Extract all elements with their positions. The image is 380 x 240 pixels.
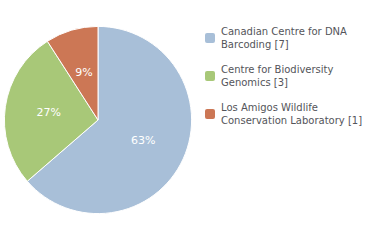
- svg-text:27%: 27%: [36, 106, 60, 119]
- svg-text:63%: 63%: [131, 134, 155, 147]
- svg-text:Centre for Biodiversity: Centre for Biodiversity: [221, 64, 334, 75]
- svg-text:Los Amigos Wildlife: Los Amigos Wildlife: [221, 102, 318, 113]
- svg-text:Canadian Centre for DNA: Canadian Centre for DNA: [221, 26, 347, 37]
- svg-text:Genomics [3]: Genomics [3]: [221, 77, 288, 88]
- svg-text:Barcoding [7]: Barcoding [7]: [221, 39, 289, 50]
- svg-text:9%: 9%: [75, 66, 92, 79]
- svg-text:Conservation Laboratory [1]: Conservation Laboratory [1]: [221, 115, 362, 126]
